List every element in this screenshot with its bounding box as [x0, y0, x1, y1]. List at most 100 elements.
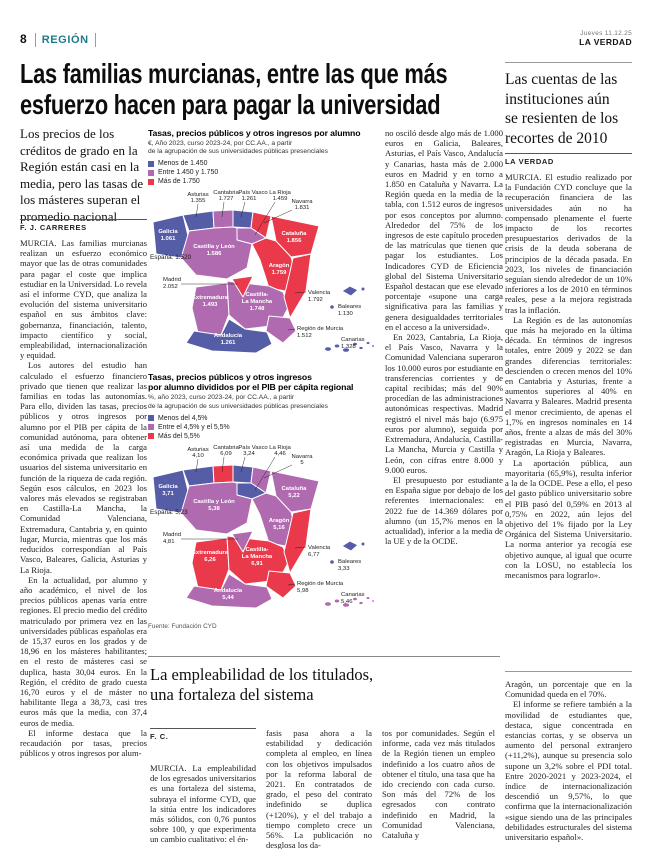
map-region-madrid — [231, 530, 254, 553]
legend-item: Más de 1.750 — [148, 177, 380, 186]
map1-subtitle-line1: €, Año 2023, curso 2023-24, por CC.AA., … — [148, 140, 293, 147]
region-value: 6,09 — [220, 451, 231, 457]
section-label: REGIÓN — [34, 33, 96, 47]
region-label: Castilla y León — [193, 244, 235, 250]
map-region-cataluna — [270, 470, 320, 513]
paragraph: MURCIA. La empleabilidad de los egresado… — [150, 763, 256, 845]
source-note: Fuente: Fundación CYD — [148, 622, 217, 630]
paragraph: Los autores del estudio han calculado el… — [20, 360, 147, 575]
paragraph: El presupuesto por estudiante en España … — [385, 474, 503, 547]
map1-subtitle: €, Año 2023, curso 2023-24, por CC.AA., … — [148, 140, 380, 156]
map-region-madrid — [231, 275, 254, 298]
article-continuation-column: Aragón, un porcentaje que en la Comunida… — [505, 679, 632, 849]
region-label: Madrid — [163, 532, 181, 538]
legend-swatch-mid — [148, 169, 154, 176]
region-label: Andalucía — [214, 588, 243, 594]
legend-item: Más del 5,5% — [148, 432, 380, 441]
map2-slot: España: 5,23 Asturias 4,10 Cantabria 6,0… — [148, 444, 380, 618]
paragraph: fasis pasa ahora a la estabilidad y dedi… — [266, 728, 372, 849]
paragraph: La Región es de las autonomías que más h… — [505, 314, 632, 458]
map-region-cantabria — [212, 464, 234, 484]
sidebar-title-line: recortes de 2010 — [505, 129, 608, 147]
region-value: 1.748 — [250, 306, 265, 312]
map-region-murcia — [265, 570, 297, 599]
region-label: Navarra — [292, 454, 314, 460]
region-value: 1.831 — [295, 205, 310, 211]
leader-line — [221, 456, 225, 472]
region-value: 5,22 — [288, 493, 300, 499]
region-label: Aragón — [269, 518, 290, 524]
map-region-andalucia — [185, 318, 273, 354]
region-label: Cantabria — [213, 445, 239, 451]
region-value: 1.328 — [341, 344, 356, 350]
map-region-murcia — [265, 315, 297, 344]
map-region-extremadura — [191, 537, 230, 591]
legend-item: Entre 1.450 y 1.750 — [148, 168, 380, 177]
paragraph: En la actualidad, por alumno y año acadé… — [20, 574, 147, 728]
bottom-article-title: La empleabilidad de los titulados, una f… — [150, 665, 495, 705]
legend-label: Entre 1.450 y 1.750 — [158, 169, 219, 177]
region-label: País Vasco — [238, 190, 268, 196]
legend-item: Menos del 4,5% — [148, 414, 380, 423]
region-value: 1.856 — [287, 238, 302, 244]
legend-label: Menos del 4,5% — [158, 414, 208, 422]
map-region-pais-vasco — [232, 209, 254, 229]
edition-date: Jueves 11.12.25 — [580, 30, 632, 37]
region-value: 1.493 — [203, 302, 218, 308]
region-label: Canarias — [341, 592, 365, 598]
map-region-cantabria — [212, 209, 234, 229]
region-value: 3,24 — [243, 451, 255, 457]
region-label: Navarra — [292, 199, 314, 205]
paragraph: MURCIA. El estudio realizado por la Fund… — [505, 172, 632, 315]
region-value: 5,46 — [341, 599, 353, 605]
region-value: 1.130 — [338, 311, 353, 317]
leader-line — [195, 204, 199, 218]
leader-line — [254, 456, 276, 490]
region-value: 4,10 — [192, 453, 204, 459]
sidebar-title-line: Las cuentas de las — [505, 71, 618, 88]
region-value: 6,91 — [251, 561, 263, 567]
map2-block: Tasas, precios públicos y otros ingresos… — [148, 372, 380, 630]
paragraph: El informe se refiere también a la movil… — [505, 699, 632, 843]
region-label: La Mancha — [242, 299, 273, 305]
map2-legend: Menos del 4,5% Entre el 4,5% y el 5,5% M… — [148, 414, 380, 441]
standfirst: Los precios de los créditos de grado en … — [20, 126, 144, 224]
spain-choropleth-map-2: España: 5,23 Asturias 4,10 Cantabria 6,0… — [150, 445, 376, 609]
map2-subtitle-line2: de la agrupación de sus universidades pú… — [148, 402, 328, 410]
map1-legend: Menos de 1.450 Entre 1.450 y 1.750 Más d… — [148, 159, 380, 186]
region-value: 5,44 — [222, 595, 234, 601]
national-average-label: España: 5,23 — [150, 509, 188, 516]
map-region-andalucia — [185, 573, 273, 609]
map1-title: Tasas, precios públicos y otros ingresos… — [148, 128, 361, 138]
region-value: 1.586 — [207, 251, 222, 257]
paragraph: En 2023, Cantabria, La Rioja, el País Va… — [385, 332, 503, 475]
region-label: Galicia — [158, 484, 178, 490]
region-label: Asturias — [187, 447, 208, 453]
map-region-extremadura — [191, 282, 230, 336]
region-label: Canarias — [341, 337, 365, 343]
region-value: 6,77 — [308, 552, 319, 558]
headline-line-1: Las familias murcianas, entre las que má… — [20, 58, 448, 89]
leader-line — [263, 464, 293, 479]
region-label: La Rioja — [269, 445, 291, 451]
map-region-asturias — [182, 210, 215, 232]
region-value: 1.261 — [242, 196, 257, 202]
map-region-castilla-leon — [180, 481, 253, 535]
map2-subtitle: %, año 2023, curso 2023-24, por CC.AA., … — [148, 394, 380, 410]
region-value: 1.061 — [161, 236, 176, 242]
paragraph: tos por comunidades. Según el informe, c… — [382, 728, 495, 841]
region-label: Valencia — [308, 290, 331, 296]
region-label: Cantabria — [213, 190, 239, 196]
legend-swatch-mid — [148, 424, 154, 431]
region-value: 1.759 — [272, 270, 287, 276]
page-number: 8 — [20, 31, 27, 46]
sidebar-body: MURCIA. El estudio realizado por la Fund… — [505, 172, 632, 660]
region-label: País Vasco — [238, 445, 268, 451]
region-value: 1.355 — [191, 198, 206, 204]
region-value: 1.459 — [273, 196, 288, 202]
legend-item: Menos de 1.450 — [148, 159, 380, 168]
article-column-1: MURCIA. Las familias murcianas realizan … — [20, 238, 147, 848]
map2-title-line1: Tasas, precios públicos y otros ingresos — [148, 372, 312, 383]
legend-swatch-high — [148, 178, 154, 185]
